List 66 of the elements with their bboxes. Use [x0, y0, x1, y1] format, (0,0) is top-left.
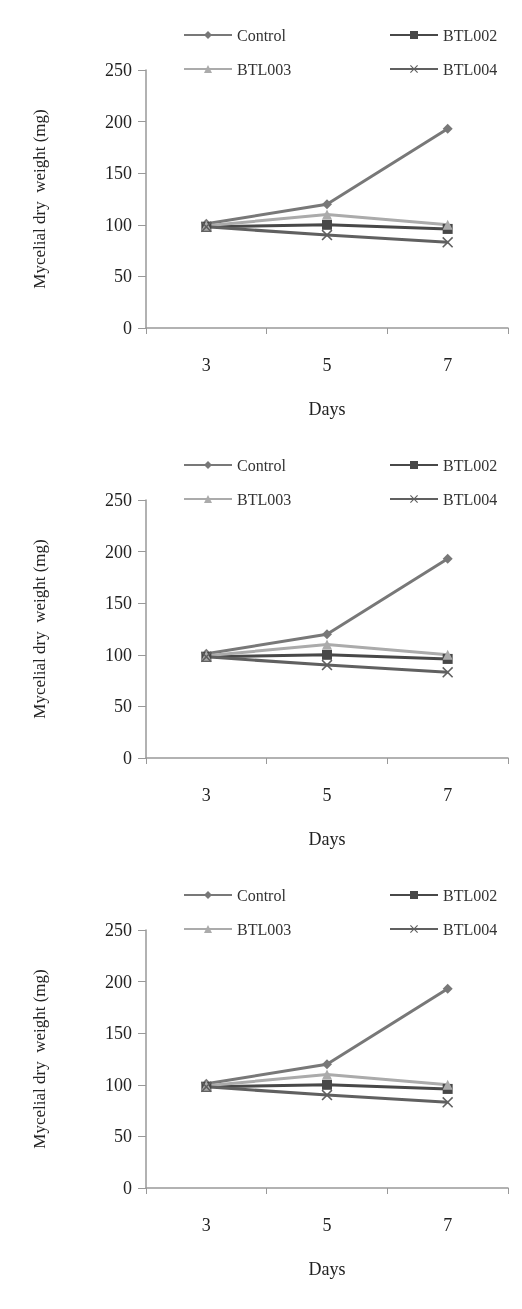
point — [442, 553, 453, 564]
point — [321, 229, 333, 241]
point — [322, 209, 332, 220]
legend-label: BTL003 — [237, 60, 292, 78]
y-tick-label: 0 — [123, 1178, 132, 1198]
point — [442, 649, 453, 660]
y-tick-label: 200 — [105, 111, 132, 132]
x-tick-label: 3 — [201, 1215, 211, 1235]
x-axis-title: Days — [308, 1259, 346, 1279]
legend-label: BTL003 — [237, 920, 292, 938]
point — [322, 1069, 332, 1080]
legend-label: BTL002 — [443, 456, 498, 474]
y-tick-label: 100 — [105, 644, 132, 665]
x-tick-label: 3 — [201, 785, 211, 805]
x-tick-label: 5 — [322, 1215, 332, 1235]
y-tick-label: 200 — [105, 541, 132, 562]
y-axis-title: Mycelial dry weight (mg) — [30, 969, 49, 1149]
y-tick-label: 0 — [123, 318, 132, 338]
legend-label: Control — [237, 456, 287, 474]
y-tick-label: 100 — [105, 1074, 132, 1095]
point — [442, 666, 454, 678]
x-tick-label: 5 — [322, 785, 332, 805]
point — [442, 123, 453, 134]
point — [442, 236, 454, 248]
legend-label: Control — [237, 886, 287, 904]
point — [442, 1096, 454, 1108]
point — [321, 659, 333, 671]
x-tick-label: 5 — [322, 355, 332, 375]
point — [322, 639, 332, 650]
x-tick-label: 7 — [443, 1215, 453, 1235]
point — [442, 1079, 453, 1090]
legend-label: BTL002 — [443, 886, 498, 904]
legend-label: BTL002 — [443, 26, 498, 44]
y-tick-label: 50 — [114, 1126, 132, 1147]
legend-label: Control — [237, 26, 287, 44]
point — [322, 649, 332, 660]
x-axis-title: Days — [308, 829, 346, 849]
y-tick-label: 50 — [114, 696, 132, 717]
y-tick-label: 150 — [105, 593, 132, 614]
legend-label: BTL004 — [443, 920, 498, 938]
y-tick-label: 50 — [114, 266, 132, 287]
x-tick-label: 3 — [201, 355, 211, 375]
legend-label: BTL004 — [443, 60, 498, 78]
y-tick-label: 150 — [105, 1023, 132, 1044]
point — [322, 1079, 332, 1090]
point — [322, 219, 332, 230]
x-tick-label: 7 — [443, 785, 453, 805]
legend-label: BTL004 — [443, 490, 498, 508]
point — [442, 983, 453, 994]
point — [322, 199, 332, 210]
y-axis-title: Mycelial dry weight (mg) — [30, 109, 49, 289]
y-tick-label: 250 — [105, 920, 132, 940]
legend-label: BTL003 — [237, 490, 292, 508]
point — [322, 629, 332, 640]
y-tick-label: 0 — [123, 748, 132, 768]
point — [442, 219, 453, 230]
y-tick-label: 150 — [105, 163, 132, 184]
y-axis-title: Mycelial dry weight (mg) — [30, 539, 49, 719]
y-tick-label: 200 — [105, 971, 132, 992]
x-axis-title: Days — [308, 399, 346, 419]
point — [322, 1059, 332, 1070]
x-tick-label: 7 — [443, 355, 453, 375]
y-tick-label: 250 — [105, 60, 132, 80]
y-tick-label: 100 — [105, 214, 132, 235]
y-tick-label: 250 — [105, 490, 132, 510]
point — [321, 1089, 333, 1101]
